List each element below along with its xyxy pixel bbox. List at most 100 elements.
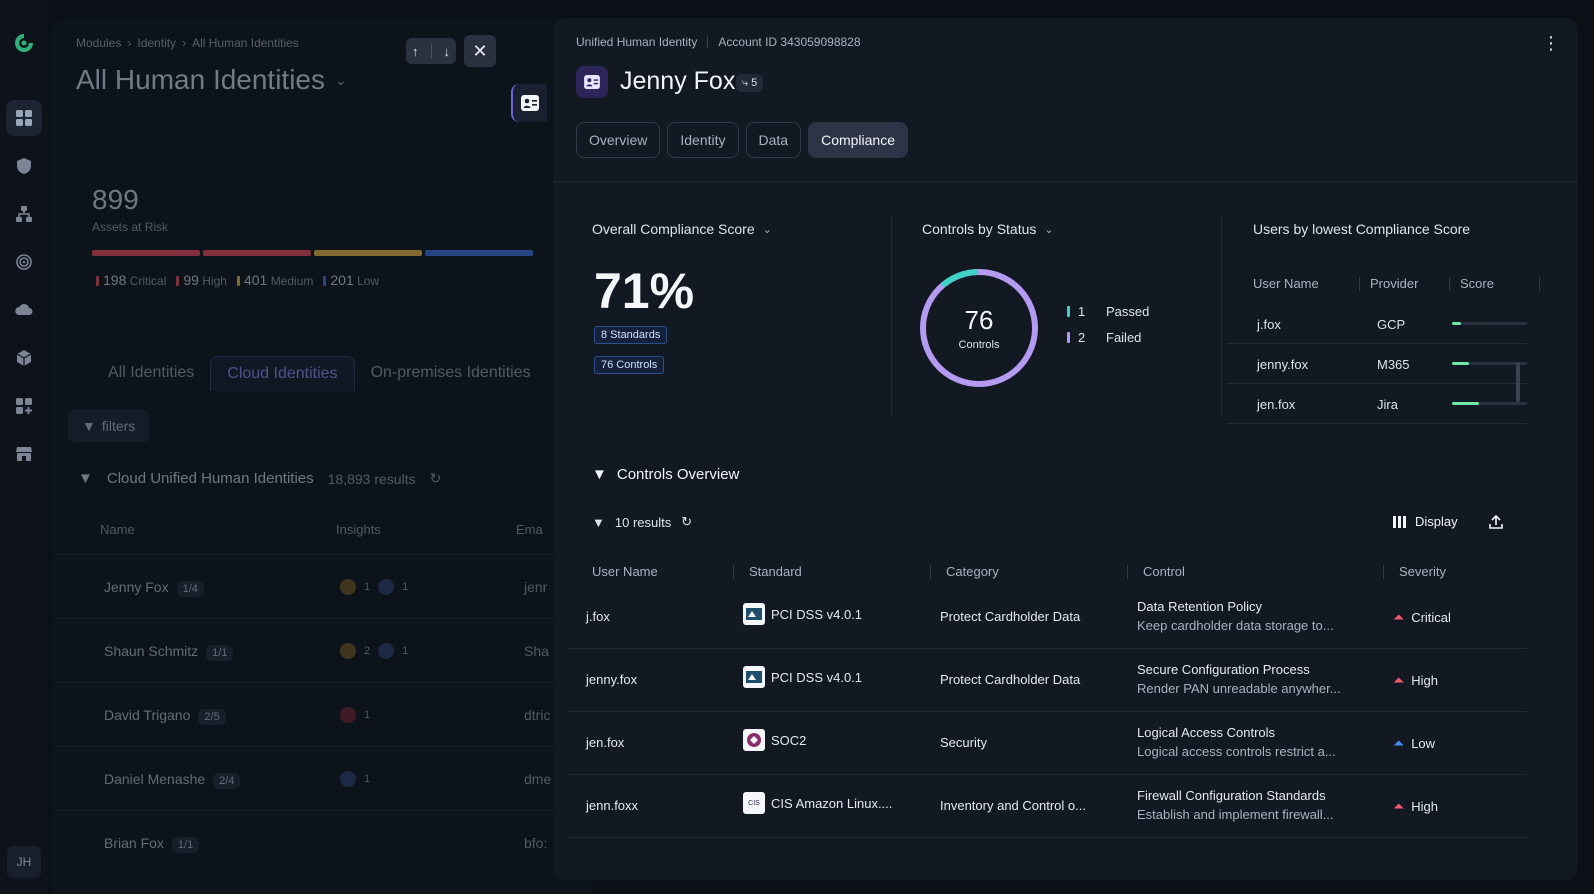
tab-compliance[interactable]: Compliance bbox=[808, 122, 909, 158]
divider bbox=[1359, 277, 1360, 291]
user-avatar[interactable]: JH bbox=[7, 846, 41, 878]
arrow-up-icon[interactable]: ↑ bbox=[412, 43, 419, 59]
table-row[interactable]: Brian Fox 1/1 bfo: bbox=[52, 810, 592, 874]
chevron-down-icon: ⌄ bbox=[1044, 223, 1054, 236]
store-icon[interactable] bbox=[6, 436, 42, 472]
table-row[interactable]: David Trigano 2/5 1 dtric bbox=[52, 682, 592, 746]
cube-icon[interactable] bbox=[6, 340, 42, 376]
standards-badge[interactable]: 8 Standards bbox=[594, 326, 668, 344]
identity-drawer: Unified Human Identity Account ID 343059… bbox=[553, 18, 1578, 880]
link-icon: ⤷ bbox=[742, 76, 749, 89]
lowest-users-title: Users by lowest Compliance Score bbox=[1253, 221, 1471, 237]
compliance-score-value: 71% bbox=[594, 263, 695, 319]
refresh-icon[interactable]: ↻ bbox=[681, 514, 693, 529]
filters-button[interactable]: ▼ filters bbox=[68, 410, 150, 442]
dashboard-icon[interactable] bbox=[6, 100, 42, 136]
breadcrumb: Modules › Identity › All Human Identitie… bbox=[76, 36, 299, 50]
controls-badge[interactable]: 76 Controls bbox=[594, 356, 665, 374]
controls-status-dropdown[interactable]: Controls by Status ⌄ bbox=[922, 221, 1054, 237]
drawer-tabs: Overview Identity Data Compliance bbox=[576, 122, 909, 158]
cis-logo-icon: CIS bbox=[743, 792, 765, 814]
donut-passed-arc bbox=[941, 269, 978, 287]
shield-icon[interactable] bbox=[6, 148, 42, 184]
divider bbox=[1539, 277, 1540, 291]
list-item[interactable]: jen.fox Jira bbox=[1227, 384, 1527, 424]
identity-name: Jenny Fox bbox=[620, 67, 736, 95]
tab-all-identities[interactable]: All Identities bbox=[108, 364, 195, 381]
risk-medium: 401 Medium bbox=[236, 272, 313, 288]
scrollbar[interactable] bbox=[1516, 362, 1520, 402]
col-provider[interactable]: Provider bbox=[1370, 276, 1419, 291]
donut-center: 76 Controls bbox=[958, 305, 1000, 351]
table-row[interactable]: jenny.fox PCI DSS v4.0.1 Protect Cardhol… bbox=[567, 649, 1527, 712]
list-item[interactable]: j.fox GCP bbox=[1227, 304, 1527, 344]
chevron-down-icon: ⌄ bbox=[335, 71, 347, 88]
section-header: ▼ Cloud Unified Human Identities 18,893 … bbox=[78, 470, 442, 487]
col-score[interactable]: Score bbox=[1460, 276, 1494, 291]
divider bbox=[930, 565, 931, 579]
table-row[interactable]: Daniel Menashe 2/4 1 dme bbox=[52, 746, 592, 810]
hierarchy-icon[interactable] bbox=[6, 196, 42, 232]
col-user-name[interactable]: User Name bbox=[592, 564, 658, 579]
table-row[interactable]: jen.fox SOC2 Security Logical Access Con… bbox=[567, 712, 1527, 775]
col-control[interactable]: Control bbox=[1143, 564, 1185, 579]
risk-bar bbox=[92, 250, 533, 256]
filter-icon[interactable]: ▼ bbox=[78, 470, 93, 487]
table-row[interactable]: jenn.foxx CIS CIS Amazon Linux.... Invent… bbox=[567, 775, 1527, 838]
tab-overview[interactable]: Overview bbox=[576, 122, 661, 158]
divider bbox=[891, 216, 892, 416]
columns-icon bbox=[1393, 515, 1406, 528]
cloud-icon[interactable] bbox=[6, 292, 42, 328]
page-title[interactable]: All Human Identities ⌄ bbox=[76, 64, 347, 95]
breadcrumb-identity[interactable]: Identity bbox=[137, 36, 177, 50]
export-icon[interactable] bbox=[1485, 511, 1507, 533]
severity-critical-icon: ⏶ bbox=[1393, 609, 1405, 625]
assets-at-risk: 899 Assets at Risk bbox=[92, 184, 169, 234]
filter-icon[interactable]: ▼ bbox=[592, 514, 605, 530]
more-options-icon[interactable]: ⋮ bbox=[1542, 33, 1560, 53]
fingerprint-icon[interactable] bbox=[6, 244, 42, 280]
col-user-name[interactable]: User Name bbox=[1253, 276, 1319, 291]
tab-on-premises-identities[interactable]: On-premises Identities bbox=[370, 364, 531, 381]
list-item[interactable]: jenny.fox M365 bbox=[1227, 344, 1527, 384]
divider bbox=[553, 181, 1578, 182]
divider bbox=[1221, 216, 1222, 416]
identity-count-badge: ⤷ 5 bbox=[736, 74, 764, 92]
severity-high-icon: ⏶ bbox=[1393, 798, 1405, 814]
table-row[interactable]: j.fox PCI DSS v4.0.1 Protect Cardholder … bbox=[567, 586, 1527, 649]
risk-bar-critical bbox=[92, 250, 200, 256]
tab-cloud-identities[interactable]: Cloud Identities bbox=[210, 356, 355, 391]
severity-high-icon: ⏶ bbox=[1393, 672, 1405, 688]
display-button[interactable]: Display bbox=[1393, 514, 1458, 529]
col-category[interactable]: Category bbox=[946, 564, 999, 579]
identity-card-icon[interactable] bbox=[511, 84, 547, 122]
score-bar bbox=[1452, 322, 1527, 325]
col-standard[interactable]: Standard bbox=[749, 564, 802, 579]
results-bar: ▼ 10 results ↻ bbox=[592, 514, 693, 530]
risk-critical: 198 Critical bbox=[96, 272, 166, 288]
left-rail: JH bbox=[0, 0, 48, 894]
filter-icon[interactable]: ▼ bbox=[592, 466, 607, 483]
drawer-breadcrumb: Unified Human Identity Account ID 343059… bbox=[576, 35, 861, 49]
score-bar bbox=[1452, 402, 1527, 405]
tab-identity[interactable]: Identity bbox=[667, 122, 739, 158]
identity-tabs: All Identities Cloud Identities On-premi… bbox=[92, 356, 547, 391]
breadcrumb-modules[interactable]: Modules bbox=[76, 36, 122, 50]
add-widget-icon[interactable] bbox=[6, 388, 42, 424]
controls-overview-header: ▼ Controls Overview bbox=[592, 466, 740, 483]
pci-dss-logo-icon bbox=[743, 666, 765, 688]
col-severity[interactable]: Severity bbox=[1399, 564, 1446, 579]
close-icon[interactable]: ✕ bbox=[464, 35, 496, 67]
compliance-score-dropdown[interactable]: Overall Compliance Score ⌄ bbox=[592, 221, 772, 237]
risk-bar-high bbox=[203, 250, 311, 256]
refresh-icon[interactable]: ↻ bbox=[429, 470, 442, 486]
soc2-logo-icon bbox=[743, 729, 765, 751]
arrow-down-icon[interactable]: ↓ bbox=[443, 43, 451, 59]
risk-legend: 198 Critical 99 High 401 Medium 201 Low bbox=[96, 272, 379, 288]
account-id: Account ID 343059098828 bbox=[718, 35, 861, 49]
tab-data[interactable]: Data bbox=[745, 122, 802, 158]
donut-failed-arc bbox=[920, 269, 1038, 387]
divider bbox=[430, 44, 432, 58]
